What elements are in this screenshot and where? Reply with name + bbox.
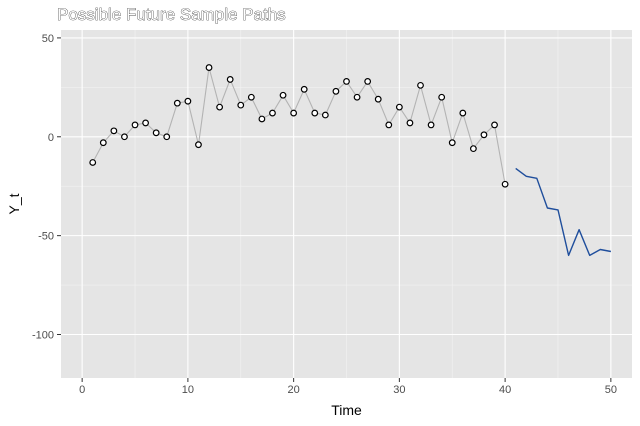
data-point — [121, 133, 128, 141]
data-point — [332, 87, 340, 95]
data-point — [184, 97, 192, 105]
data-point — [480, 131, 488, 139]
x-tick-label: 50 — [605, 384, 617, 396]
data-point — [353, 93, 361, 101]
x-tick-label: 0 — [79, 384, 85, 396]
future-path-line — [515, 167, 612, 257]
data-point — [110, 127, 118, 135]
series-layer — [89, 64, 612, 257]
data-point — [131, 121, 139, 129]
data-point — [163, 133, 171, 141]
data-point — [258, 115, 266, 123]
y-axis-title: Y_t — [6, 193, 22, 214]
data-point — [364, 78, 372, 85]
y-tick-label: -50 — [38, 231, 54, 243]
minor-gridlines — [61, 30, 632, 378]
data-point — [226, 76, 234, 83]
data-point — [173, 99, 181, 107]
data-point — [311, 109, 319, 117]
x-tick-label: 30 — [393, 384, 405, 396]
data-point — [374, 95, 382, 103]
data-point — [247, 93, 255, 101]
data-point — [237, 101, 245, 109]
x-tick-label: 40 — [499, 384, 511, 396]
major-gridlines — [61, 30, 632, 378]
x-tick-label: 20 — [288, 384, 300, 396]
data-point — [385, 121, 393, 129]
data-point — [459, 109, 467, 117]
data-point — [321, 111, 329, 119]
data-point — [142, 119, 149, 127]
data-point — [491, 121, 498, 129]
data-point — [395, 103, 403, 111]
data-point — [501, 180, 509, 188]
chart-title: Possible Future Sample Paths — [57, 5, 286, 24]
data-point — [99, 139, 107, 147]
y-tick-label: 50 — [42, 33, 54, 45]
axis-ticks: 0 10 20 30 40 50 -100 -50 0 50 — [32, 33, 617, 396]
data-point — [427, 121, 435, 129]
y-tick-label: -100 — [32, 330, 54, 342]
x-tick-label: 10 — [182, 384, 194, 396]
data-point — [300, 85, 308, 93]
data-point — [269, 109, 276, 117]
data-point — [448, 139, 456, 147]
data-point — [343, 78, 350, 85]
y-tick-label: 0 — [48, 132, 54, 144]
data-point — [438, 93, 446, 101]
data-point — [195, 141, 202, 149]
x-axis-title: Time — [331, 402, 362, 418]
data-point — [89, 159, 97, 166]
data-point — [279, 91, 287, 99]
data-point — [290, 109, 298, 117]
data-point — [469, 145, 477, 153]
observed-series-line — [92, 67, 506, 185]
data-point — [216, 103, 224, 111]
data-point — [205, 64, 213, 71]
data-point — [417, 81, 424, 89]
data-point — [152, 129, 160, 137]
data-point — [406, 119, 414, 127]
